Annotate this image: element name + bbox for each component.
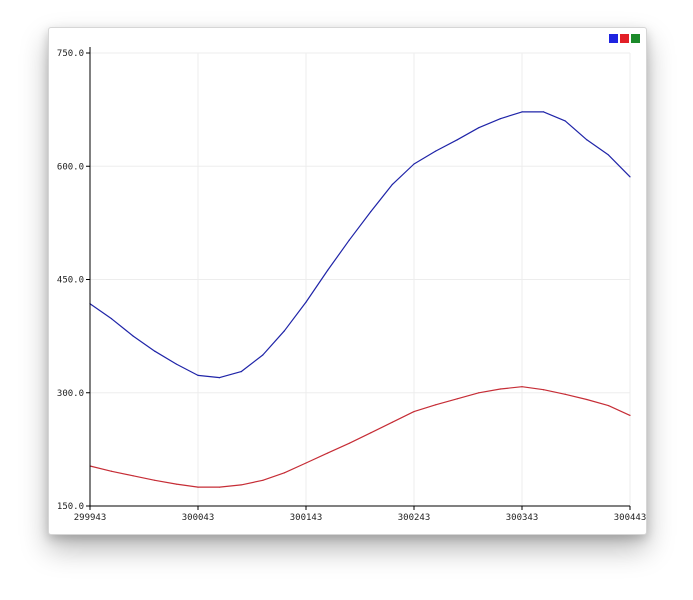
data-point xyxy=(370,432,372,434)
x-tick-label: 300043 xyxy=(182,513,215,523)
data-point xyxy=(154,350,156,352)
data-point xyxy=(413,163,415,165)
y-tick-label: 150.0 xyxy=(57,502,84,512)
data-point xyxy=(543,389,545,391)
data-point xyxy=(175,363,177,365)
data-point xyxy=(629,176,631,178)
data-point xyxy=(240,484,242,486)
x-tick-label: 299943 xyxy=(74,513,107,523)
data-point xyxy=(283,330,285,332)
data-point xyxy=(435,404,437,406)
data-point xyxy=(305,301,307,303)
y-tick-label: 600.0 xyxy=(57,162,84,172)
data-point xyxy=(521,111,523,113)
data-point xyxy=(456,139,458,141)
series-line-1 xyxy=(89,111,631,379)
data-point xyxy=(219,377,221,379)
data-point xyxy=(564,393,566,395)
legend-swatch-1 xyxy=(609,34,618,43)
data-point xyxy=(391,183,393,185)
data-point xyxy=(435,150,437,152)
data-point xyxy=(154,479,156,481)
x-tick-label: 300443 xyxy=(614,513,646,523)
data-point xyxy=(456,398,458,400)
data-point xyxy=(499,118,501,120)
data-point xyxy=(413,411,415,413)
x-tick-label: 300243 xyxy=(398,513,431,523)
series-line-2 xyxy=(89,386,631,488)
data-point xyxy=(348,442,350,444)
y-tick-label: 450.0 xyxy=(57,276,84,286)
x-tick-label: 300143 xyxy=(290,513,323,523)
data-point xyxy=(132,475,134,477)
x-tick-label: 300343 xyxy=(506,513,539,523)
data-point xyxy=(586,139,588,141)
data-point xyxy=(283,472,285,474)
legend-swatch-3 xyxy=(631,34,640,43)
data-point xyxy=(607,154,610,156)
data-point xyxy=(478,392,480,394)
data-point xyxy=(348,239,350,241)
data-point xyxy=(629,414,631,416)
data-point xyxy=(478,127,480,129)
data-point xyxy=(197,486,199,488)
data-point xyxy=(327,269,329,272)
legend-swatch-2 xyxy=(620,34,629,43)
data-point xyxy=(564,120,566,122)
data-point xyxy=(132,335,134,337)
data-point xyxy=(111,470,113,472)
y-tick-label: 300.0 xyxy=(57,389,84,399)
data-point xyxy=(586,398,588,401)
data-point xyxy=(305,462,307,464)
data-point xyxy=(197,374,199,376)
data-point xyxy=(262,479,264,481)
data-point xyxy=(391,421,393,423)
data-point xyxy=(219,486,221,488)
data-point xyxy=(543,111,545,113)
data-point xyxy=(240,371,242,373)
data-point xyxy=(175,483,177,485)
data-point xyxy=(499,388,501,390)
data-point xyxy=(607,404,610,407)
serial-plotter-window: 750.0 600.0 450.0 300.0 150.0 299943 300043 300… xyxy=(48,27,647,535)
data-point xyxy=(111,318,113,320)
data-point xyxy=(327,452,329,454)
data-point xyxy=(521,386,523,388)
y-tick-label: 750.0 xyxy=(57,49,84,59)
data-point xyxy=(370,210,372,213)
data-point xyxy=(262,354,264,356)
